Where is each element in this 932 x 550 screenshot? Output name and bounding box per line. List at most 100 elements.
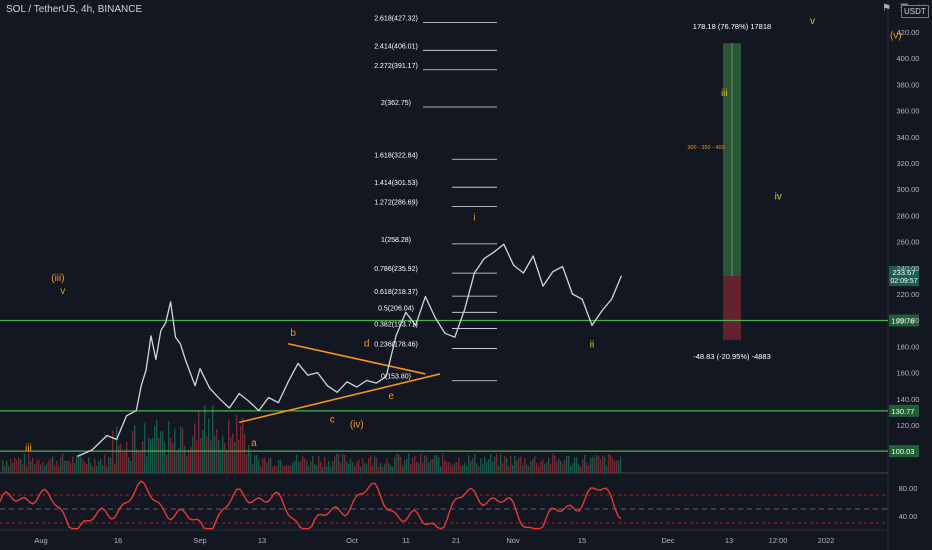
fib-label: 1.414(301.53) [374,180,418,187]
volume-bar [564,459,566,473]
volume-bar [602,455,604,473]
projection-note: 300 - 350 - 400 [687,145,724,151]
y-axis-tick-label: 420.00 [897,28,920,37]
volume-bar [436,455,438,473]
volume-bar [620,456,622,473]
volume-bar [414,455,416,473]
volume-bar [310,461,312,473]
volume-bar [80,456,82,473]
volume-bar [446,461,448,473]
wave-label: c [330,414,335,425]
volume-bar [524,457,526,473]
volume-bar [90,463,92,473]
volume-bar [430,459,432,473]
fib-label: 1(258.28) [381,237,411,244]
volume-bar [386,458,388,473]
y-axis-tick-label: 380.00 [897,80,920,89]
volume-bar [218,440,220,473]
volume-bar [64,460,66,473]
loss-zone [723,276,741,340]
wave-label: iii [25,443,32,454]
wave-label: (iv) [350,420,364,431]
volume-bar [74,463,76,473]
volume-bar [408,453,410,473]
x-axis-tick-label: Aug [34,536,47,545]
fib-label: 0(153.80) [381,374,411,381]
volume-bar [188,450,190,473]
currency-badge[interactable]: USDT [901,5,929,18]
fib-label: 1.618(322.84) [374,152,418,159]
volume-bar [28,453,30,473]
projection-upper-label: 178.18 (76.78%) 17818 [693,22,771,31]
volume-bar [606,465,608,473]
volume-bar [396,453,398,473]
volume-bar [510,455,512,473]
volume-bar [504,455,506,473]
volume-bar [498,465,500,473]
flag-icon[interactable]: ⚑ [882,3,892,14]
volume-bar [54,465,56,473]
volume-bar [464,462,466,473]
volume-bar [172,443,174,473]
volume-bar [22,464,24,473]
volume-bar [568,455,570,473]
volume-bar [428,462,430,473]
level-tag [889,404,919,417]
volume-bar [320,461,322,473]
fib-label: 0.382(193.71) [374,321,418,328]
volume-bar [448,461,450,473]
volume-bar [344,454,346,473]
volume-bar [404,459,406,473]
volume-bar [354,465,356,473]
volume-bar [394,457,396,473]
volume-bar [296,454,298,473]
volume-bar [280,459,282,473]
volume-bar [562,464,564,473]
x-axis-tick-label: Sep [193,536,206,545]
volume-bar [402,465,404,473]
volume-bar [194,423,196,473]
volume-bar [156,419,158,473]
volume-bar [334,456,336,473]
volume-bar [610,455,612,473]
volume-bar [262,458,264,473]
volume-bar [536,462,538,473]
volume-bar [548,457,550,473]
volume-bar [474,454,476,473]
volume-bar [530,460,532,473]
volume-bar [302,456,304,473]
volume-bar [426,456,428,473]
volume-bar [96,465,98,473]
volume-bar [18,457,20,473]
volume-bar [38,459,40,473]
volume-bar [98,460,100,473]
volume-bar [330,466,332,473]
oscillator-tick-label: 80.00 [899,484,918,493]
volume-bar [604,457,606,473]
volume-bar [36,460,38,473]
volume-bar [380,462,382,473]
volume-bar [274,465,276,473]
volume-bar [616,460,618,473]
fib-label: 1.272(286.69) [374,200,418,207]
volume-bar [160,431,162,473]
volume-bar [366,463,368,473]
volume-bar [612,458,614,473]
volume-bar [234,441,236,473]
volume-bar [340,462,342,473]
volume-bar [108,457,110,473]
volume-bar [458,457,460,473]
volume-bar [192,436,194,473]
volume-bar [278,460,280,473]
volume-bar [556,461,558,473]
y-axis-tick-label: 280.00 [897,211,920,220]
volume-bar [204,405,206,473]
wave-label: ii [590,340,594,351]
volume-bar [560,460,562,473]
volume-bar [140,452,142,473]
volume-bar [78,454,80,473]
volume-bar [476,463,478,473]
volume-bar [240,425,242,473]
volume-bar [282,465,284,473]
